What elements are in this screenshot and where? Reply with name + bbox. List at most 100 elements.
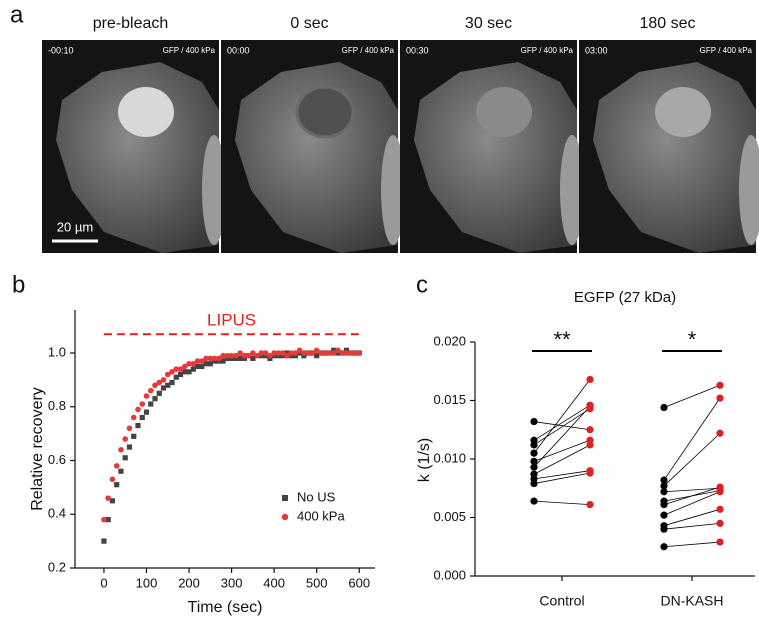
data-point — [716, 488, 724, 496]
data-point — [207, 361, 213, 367]
data-point — [356, 350, 363, 356]
panel-label: a — [10, 1, 24, 28]
data-point — [156, 390, 162, 396]
data-point — [245, 352, 252, 359]
data-point — [284, 352, 290, 359]
data-point — [182, 369, 188, 375]
data-point — [586, 402, 594, 410]
data-point — [228, 352, 235, 359]
data-point — [169, 379, 175, 386]
data-point — [241, 352, 248, 359]
neighbor-cell — [739, 135, 759, 245]
data-point — [139, 401, 146, 407]
data-point — [271, 350, 277, 356]
data-point — [186, 360, 192, 367]
y-tick-label: 0.005 — [433, 509, 466, 524]
data-point — [160, 385, 167, 391]
data-point — [173, 366, 180, 372]
neighbor-cell — [381, 135, 405, 245]
x-tick-label: 0 — [100, 575, 107, 590]
data-point — [660, 403, 668, 412]
x-tick-label: 600 — [348, 575, 370, 590]
y-tick-label: 0.2 — [48, 559, 66, 574]
data-point — [309, 350, 316, 356]
data-point — [530, 449, 538, 457]
data-point — [530, 417, 538, 426]
y-tick-label: 0.8 — [48, 398, 66, 413]
data-point — [237, 355, 243, 361]
pair-line — [663, 508, 721, 527]
data-point — [143, 393, 150, 399]
cell — [593, 62, 756, 253]
data-point — [126, 444, 133, 450]
data-point — [586, 441, 594, 449]
data-point — [660, 525, 668, 533]
data-point — [114, 482, 120, 488]
pair-line — [533, 406, 591, 468]
data-point — [220, 352, 226, 359]
data-point — [156, 379, 163, 386]
chart-title: EGFP (27 kDa) — [574, 289, 676, 306]
data-point — [122, 455, 128, 461]
pair-line — [663, 397, 721, 481]
data-point — [586, 375, 594, 384]
data-point — [224, 352, 231, 359]
data-point — [530, 441, 538, 449]
data-point — [352, 350, 358, 356]
data-point — [716, 505, 724, 513]
legend-marker — [282, 495, 288, 501]
data-point — [237, 350, 243, 356]
x-tick-label: 500 — [306, 575, 328, 590]
scale-bar-label: 20 µm — [57, 219, 93, 234]
data-point — [164, 371, 171, 378]
data-point — [105, 495, 111, 501]
data-point — [207, 355, 214, 362]
data-point — [109, 498, 116, 504]
y-tick-label: 0.6 — [48, 452, 66, 467]
data-point — [233, 352, 239, 359]
data-point — [186, 369, 192, 375]
channel-label: GFP / 400 kPa — [521, 46, 574, 55]
pair-line — [533, 408, 591, 446]
pair-line — [663, 486, 721, 506]
data-point — [660, 511, 668, 519]
x-tick-label: 200 — [178, 575, 200, 590]
data-point — [716, 394, 724, 402]
significance-label: * — [688, 327, 697, 352]
data-point — [203, 361, 209, 367]
data-point — [203, 355, 209, 362]
data-point — [330, 350, 337, 356]
pair-line — [533, 439, 591, 462]
timestamp: 00:30 — [406, 45, 429, 55]
data-point — [250, 355, 256, 361]
cell — [56, 62, 219, 253]
data-point — [211, 355, 218, 362]
pair-line — [663, 432, 721, 487]
data-point — [199, 363, 205, 370]
data-point — [135, 422, 141, 429]
data-point — [131, 433, 137, 439]
data-point — [716, 429, 724, 437]
image-title: 0 sec — [290, 15, 328, 32]
data-point — [199, 358, 205, 364]
x-tick-label: DN-KASH — [660, 593, 723, 609]
image-title: pre-bleach — [93, 15, 169, 32]
data-point — [126, 425, 133, 432]
data-point — [279, 350, 286, 356]
axis — [74, 310, 375, 569]
data-point — [181, 363, 188, 370]
y-tick-label: 0.015 — [433, 392, 466, 407]
pair-line — [533, 472, 591, 484]
data-point — [343, 350, 350, 356]
neighbor-cell — [202, 135, 226, 245]
data-point — [105, 517, 111, 523]
image-title: 30 sec — [465, 15, 512, 32]
legend-label: 400 kPa — [297, 508, 345, 523]
pair-line — [663, 384, 721, 408]
data-point — [109, 476, 116, 483]
data-point — [160, 377, 167, 383]
nucleus — [295, 85, 355, 139]
y-axis-label: k (1/s) — [416, 438, 433, 482]
data-point — [339, 350, 346, 356]
